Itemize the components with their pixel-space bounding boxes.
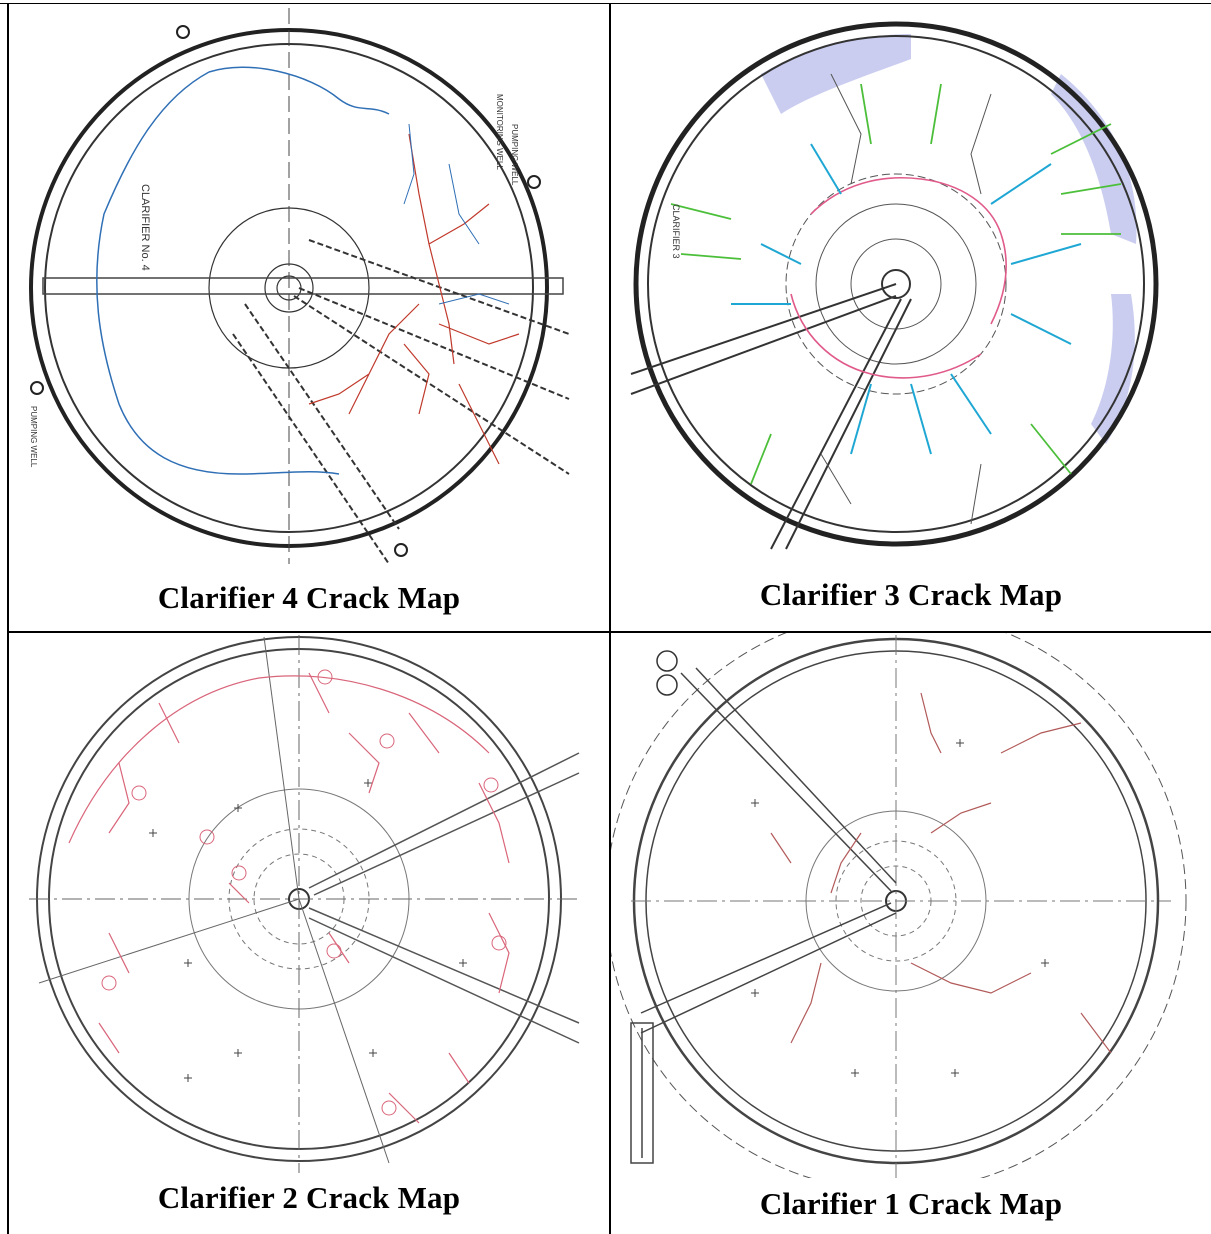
crack-lines: [770, 692, 1112, 1054]
crack-lines: [308, 133, 520, 465]
crack-lines-cyan: [731, 143, 1082, 455]
caption-clarifier-3: Clarifier 3 Crack Map: [759, 577, 1063, 612]
well-label: MONITORING WELL: [495, 94, 504, 170]
well-marker: [176, 25, 190, 39]
well-marker: [656, 674, 678, 696]
clarifier-wall-inner: [647, 35, 1145, 533]
blue-crack-boundary: [96, 66, 390, 475]
table-rule-top: [0, 3, 1211, 4]
cell-clarifier-2: Clarifier 2 Crack Map: [9, 633, 609, 1234]
table-rule-middle: [609, 3, 611, 1234]
table-rule-left: [7, 3, 9, 1234]
clarifier-4-drawing: CLARIFIER No. 4 MONITORING WELL PUMPING …: [23, 8, 570, 564]
well-label: PUMPING WELL: [510, 124, 519, 186]
table-rule-row: [7, 631, 1211, 633]
crack-lines: [68, 672, 510, 1124]
clarifier-2-drawing: [23, 635, 580, 1173]
well-marker: [656, 650, 678, 672]
well-marker: [527, 175, 541, 189]
well-marker: [30, 381, 44, 395]
well-marker: [394, 543, 408, 557]
clarifier-wall-outer: [633, 21, 1159, 547]
clarifier-label: CLARIFIER No. 4: [139, 184, 151, 271]
well-label: PUMPING WELL: [29, 406, 38, 468]
clarifier-3-drawing: CLARIFIER 3: [625, 8, 1185, 558]
cell-clarifier-3: CLARIFIER 3 Clarifier 3 Crack Map: [611, 4, 1211, 631]
clarifier-label: CLARIFIER 3: [671, 204, 681, 259]
hatched-area: [761, 34, 911, 114]
caption-clarifier-2: Clarifier 2 Crack Map: [157, 1180, 461, 1215]
caption-clarifier-1: Clarifier 1 Crack Map: [759, 1186, 1063, 1221]
hatched-area: [1051, 74, 1137, 244]
caption-clarifier-4: Clarifier 4 Crack Map: [157, 580, 461, 615]
cell-clarifier-4: CLARIFIER No. 4 MONITORING WELL PUMPING …: [9, 4, 609, 631]
crack-lines-green: [670, 83, 1122, 485]
clarifier-1-drawing: [611, 633, 1187, 1178]
cell-clarifier-1: Clarifier 1 Crack Map: [611, 633, 1211, 1234]
